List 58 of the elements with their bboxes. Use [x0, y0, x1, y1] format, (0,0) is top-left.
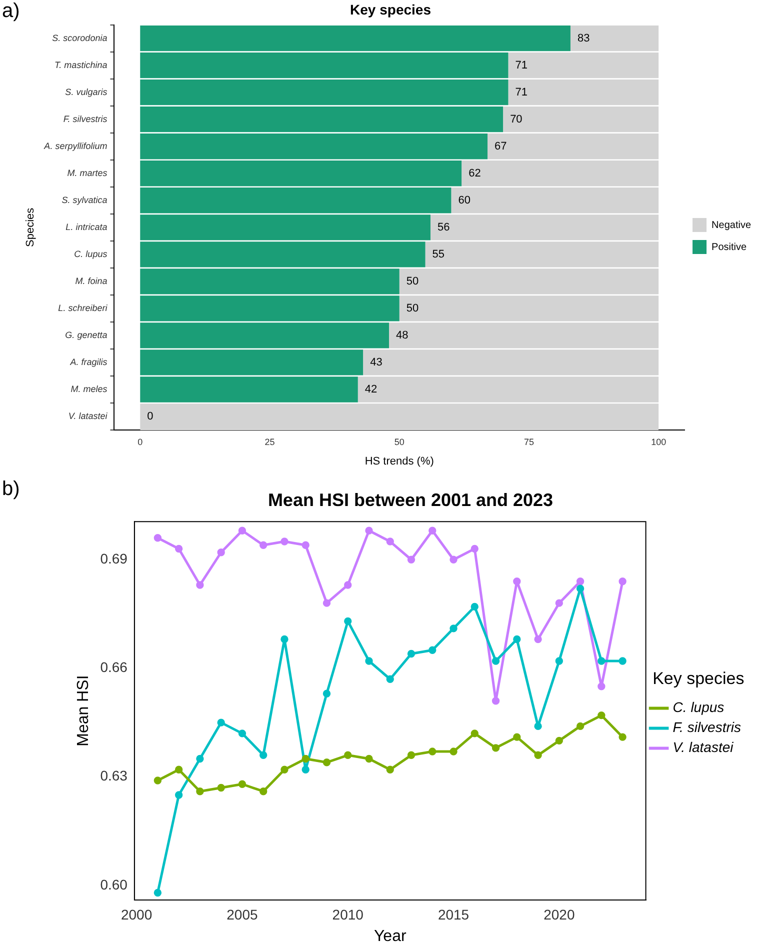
data-label: 67	[494, 140, 507, 152]
y-tick-label: 0.66	[100, 659, 128, 676]
x-tick-label: 75	[524, 436, 534, 447]
y-tick-label: G. genetta	[65, 330, 108, 340]
data-label: 42	[364, 384, 378, 396]
x-tick-label: 25	[264, 436, 275, 447]
text: a)	[2, 0, 20, 23]
y-tick-label: C. lupus	[74, 248, 108, 259]
y-tick-label: L. schreiberi	[58, 302, 108, 313]
y-tick-label: M. meles	[70, 384, 108, 394]
data-label: 83	[577, 32, 590, 44]
chart-title: Mean HSI between 2001 and 2023	[268, 490, 554, 510]
text: b)	[2, 478, 20, 501]
x-tick-label: 2010	[332, 906, 364, 922]
y-tick-label: 0.60	[100, 876, 128, 892]
legend-label: V. latastei	[672, 739, 734, 756]
data-label: 60	[458, 194, 470, 206]
data-label: 55	[432, 248, 445, 260]
y-tick-label: 0.63	[100, 768, 128, 784]
data-label: 50	[406, 275, 419, 288]
x-axis-title: HS trends (%)	[364, 455, 434, 468]
data-label: 62	[468, 167, 481, 180]
legend-label: C. lupus	[672, 699, 724, 716]
x-tick-label: 50	[394, 436, 404, 447]
data-label: 71	[515, 86, 528, 98]
y-axis-title: Species	[24, 207, 37, 247]
x-tick-label: 2015	[438, 906, 470, 922]
legend-label: Negative	[712, 220, 752, 231]
y-axis-title: Mean HSI	[75, 675, 92, 746]
data-label: 0	[147, 410, 154, 423]
legend-title: Key species	[652, 668, 744, 688]
y-tick-label: S. vulgaris	[65, 86, 108, 97]
y-tick-label: V. latastei	[68, 410, 108, 421]
legend-label: Positive	[712, 242, 747, 253]
x-tick-label: 2000	[120, 906, 152, 922]
data-label: 48	[396, 329, 408, 342]
y-tick-label: M. foina	[75, 276, 108, 286]
data-label: 71	[515, 59, 528, 72]
x-tick-label: 2020	[544, 906, 575, 922]
y-tick-label: 0.69	[100, 550, 128, 566]
y-tick-label: S. sylvatica	[62, 194, 108, 205]
x-tick-label: 2005	[226, 906, 258, 922]
data-label: 50	[406, 302, 419, 314]
y-tick-label: S. scorodonia	[52, 32, 108, 43]
y-tick-label: T. mastichina	[54, 60, 108, 70]
data-label: 56	[437, 221, 450, 234]
x-tick-label: 0	[138, 436, 143, 447]
x-axis-title: Year	[374, 928, 407, 945]
chart-title: Key species	[350, 1, 432, 18]
y-tick-label: F. silvestris	[63, 114, 108, 124]
y-tick-label: L. intricata	[66, 222, 108, 232]
legend-label: F. silvestris	[672, 719, 742, 736]
data-label: 70	[510, 113, 522, 126]
y-tick-label: A. fragilis	[69, 356, 108, 367]
data-label: 43	[370, 356, 382, 368]
y-tick-label: M. martes	[67, 168, 108, 178]
y-tick-label: A. serpyllifolium	[43, 140, 108, 151]
x-tick-label: 100	[651, 436, 666, 447]
